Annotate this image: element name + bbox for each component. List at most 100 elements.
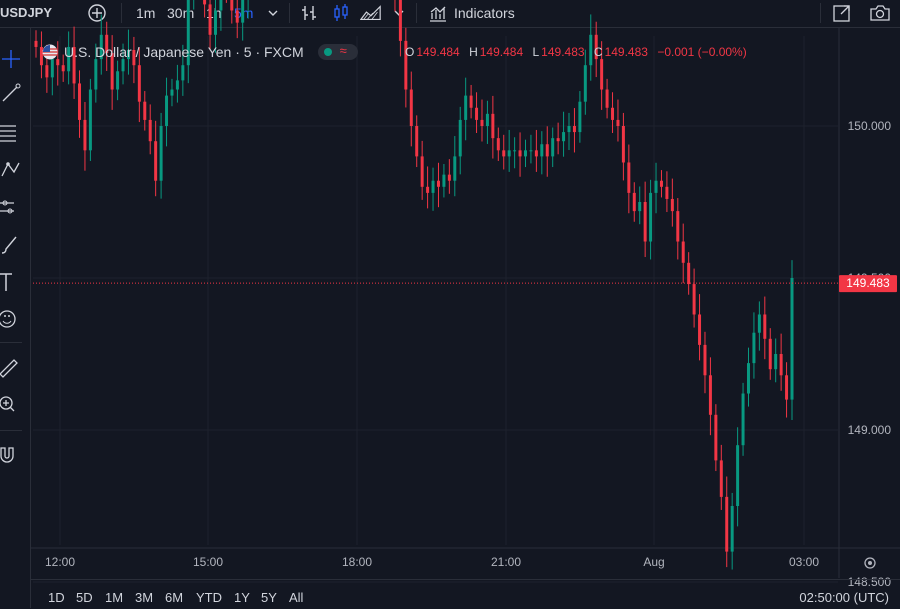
candle-body[interactable] — [562, 132, 566, 142]
candle-body[interactable] — [496, 138, 500, 151]
candle-body[interactable] — [605, 89, 609, 108]
candle-body[interactable] — [186, 0, 190, 66]
candle-body[interactable] — [725, 496, 729, 552]
prediction-icon[interactable] — [0, 196, 22, 218]
range-3m-button[interactable]: 3M — [135, 590, 154, 605]
area-style-icon[interactable] — [360, 2, 382, 24]
text-tool-icon[interactable] — [0, 271, 22, 293]
settings-gear-icon[interactable] — [864, 557, 876, 569]
candle-body[interactable] — [143, 101, 147, 120]
candle-body[interactable] — [99, 34, 103, 60]
candle-body[interactable] — [458, 119, 462, 157]
candle-body[interactable] — [708, 375, 712, 415]
candle-body[interactable] — [420, 156, 424, 187]
candle-body[interactable] — [121, 59, 125, 72]
candle-body[interactable] — [453, 156, 457, 181]
candle-body[interactable] — [83, 119, 87, 151]
range-5y-button[interactable]: 5Y — [261, 590, 277, 605]
candle-body[interactable] — [159, 126, 163, 181]
candle-body[interactable] — [638, 202, 642, 212]
candle-body[interactable] — [741, 393, 745, 446]
symbol-title[interactable]: U.S. Dollar / Japanese Yen · 5 · FXCM — [64, 44, 304, 60]
candle-body[interactable] — [681, 241, 685, 263]
candle-body[interactable] — [235, 10, 239, 23]
candle-body[interactable] — [714, 414, 718, 461]
candle-body[interactable] — [507, 150, 511, 157]
candle-body[interactable] — [698, 314, 702, 345]
candle-body[interactable] — [534, 150, 538, 157]
candle-body[interactable] — [116, 71, 120, 90]
compare-plus-icon[interactable] — [86, 2, 108, 24]
candle-body[interactable] — [165, 95, 169, 126]
zoom-in-icon[interactable] — [0, 394, 22, 416]
candle-body[interactable] — [56, 59, 60, 66]
candle-body[interactable] — [736, 445, 740, 506]
market-status-badge[interactable]: ≈ — [317, 43, 358, 60]
candle-body[interactable] — [611, 107, 615, 120]
candle-body[interactable] — [219, 0, 223, 11]
candle-body[interactable] — [594, 34, 598, 60]
fullscreen-icon[interactable] — [831, 2, 853, 24]
emoji-icon[interactable] — [0, 308, 22, 330]
candle-body[interactable] — [774, 354, 778, 370]
candle-body[interactable] — [502, 150, 506, 157]
candle-body[interactable] — [518, 150, 522, 157]
candle-body[interactable] — [703, 344, 707, 376]
candles-style-icon[interactable] — [330, 2, 352, 24]
candle-body[interactable] — [480, 119, 484, 126]
utc-clock[interactable]: 02:50:00 (UTC) — [799, 590, 889, 605]
indicators-button[interactable]: Indicators — [454, 5, 515, 21]
candle-body[interactable] — [404, 40, 408, 90]
fib-retracement-icon[interactable] — [0, 122, 22, 144]
candle-body[interactable] — [464, 95, 468, 120]
candle-body[interactable] — [170, 89, 174, 96]
candle-body[interactable] — [578, 101, 582, 133]
candle-body[interactable] — [398, 0, 402, 41]
symbol-search-button[interactable]: USDJPY — [0, 5, 53, 20]
candle-body[interactable] — [436, 180, 440, 187]
candle-body[interactable] — [132, 50, 136, 66]
candle-body[interactable] — [763, 314, 767, 339]
candle-body[interactable] — [632, 192, 636, 212]
brush-icon[interactable] — [0, 233, 22, 255]
chevron-down-icon[interactable] — [262, 2, 284, 24]
candle-body[interactable] — [665, 186, 669, 199]
candle-body[interactable] — [78, 83, 82, 120]
candle-body[interactable] — [730, 506, 734, 552]
candle-body[interactable] — [556, 138, 560, 142]
candle-body[interactable] — [241, 0, 245, 23]
candle-body[interactable] — [148, 119, 152, 142]
candle-body[interactable] — [72, 46, 76, 84]
candle-body[interactable] — [475, 107, 479, 120]
candle-body[interactable] — [230, 0, 234, 11]
candle-body[interactable] — [616, 119, 620, 126]
candle-body[interactable] — [110, 53, 114, 90]
range-6m-button[interactable]: 6M — [165, 590, 184, 605]
candle-body[interactable] — [137, 65, 141, 102]
candle-body[interactable] — [447, 174, 451, 181]
range-1m-button[interactable]: 1M — [105, 590, 124, 605]
candle-body[interactable] — [545, 144, 549, 157]
candle-body[interactable] — [621, 126, 625, 163]
candle-body[interactable] — [67, 46, 71, 72]
candle-body[interactable] — [426, 186, 430, 193]
candle-body[interactable] — [34, 40, 38, 47]
candle-body[interactable] — [485, 113, 489, 126]
candle-body[interactable] — [524, 150, 527, 157]
ruler-icon[interactable] — [0, 356, 22, 378]
candle-body[interactable] — [181, 65, 185, 81]
candle-body[interactable] — [567, 126, 571, 133]
bars-style-icon[interactable] — [298, 2, 320, 24]
candle-body[interactable] — [654, 180, 658, 193]
candle-body[interactable] — [469, 95, 473, 108]
candle-body[interactable] — [676, 211, 680, 242]
candle-body[interactable] — [670, 198, 674, 212]
candle-body[interactable] — [572, 126, 576, 133]
candle-body[interactable] — [45, 65, 49, 78]
candle-body[interactable] — [768, 338, 772, 370]
candle-body[interactable] — [779, 354, 783, 376]
candle-body[interactable] — [785, 375, 789, 400]
candle-body[interactable] — [600, 59, 604, 90]
candle-body[interactable] — [442, 174, 446, 187]
